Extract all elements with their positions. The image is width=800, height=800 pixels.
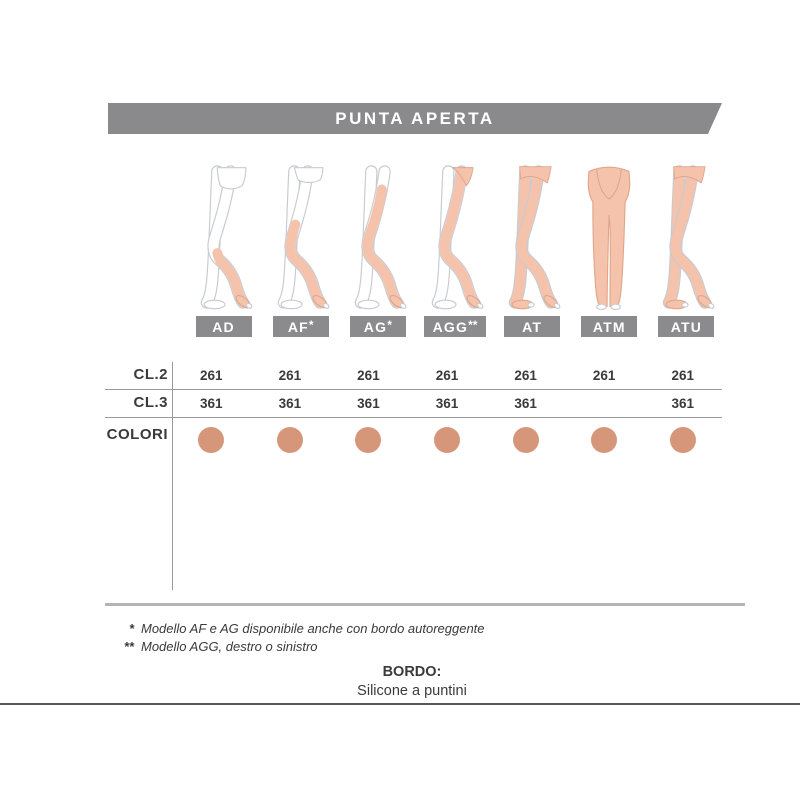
colori-cell-ag [329, 418, 408, 462]
cl2-value-agg: 261 [435, 368, 459, 383]
skin-color-dot [276, 427, 303, 453]
leg-illustration-ad-knee-high [185, 160, 262, 312]
model-label-cell-agg: AGG ** [416, 316, 493, 337]
leg-illustration-atm-maternity [571, 160, 648, 312]
cl3-value-at: 361 [514, 396, 537, 411]
model-label-af: AF * [272, 316, 329, 337]
model-label-cell-atm: ATM [571, 316, 648, 337]
skin-color-dot [512, 427, 539, 453]
model-label-text: ATU [670, 318, 703, 335]
cl2-value-ag: 261 [357, 368, 380, 383]
leg-illustration-ag-thigh-high [339, 160, 416, 312]
model-label-ad: AD [195, 316, 252, 337]
table-vertical-divider [172, 362, 173, 590]
model-label-text: AD [212, 318, 235, 335]
model-label-ag: AG * [349, 316, 406, 337]
cl3-value-ag: 361 [357, 396, 380, 411]
model-label-cell-ad: AD [185, 316, 262, 337]
cl2-value-atm: 261 [592, 368, 616, 383]
model-label-cell-atu: ATU [648, 316, 725, 337]
skin-color-dot [591, 427, 618, 453]
banner-punta-aperta: PUNTA APERTA [108, 103, 722, 134]
model-label-atm: ATM [581, 316, 638, 337]
colori-cell-atu [643, 418, 722, 462]
page-bottom-rule [0, 703, 800, 705]
bordo-note: BORDO: Silicone a puntini [357, 663, 467, 701]
table-bottom-rule [105, 603, 745, 606]
cl3-value-af: 361 [278, 396, 302, 411]
colori-cell-atm [565, 418, 644, 462]
leg-illustration-at-tights [494, 160, 571, 312]
leg-illustration-agg-thigh-with-hip [416, 160, 493, 312]
leg-illustration-atu-tights-side [648, 160, 725, 312]
model-label-text: AF [287, 318, 309, 335]
model-label-text: AGG [432, 318, 469, 335]
footnote-1: * Modello AF e AG disponibile anche con … [100, 620, 485, 638]
bordo-subtitle: Silicone a puntini [357, 683, 467, 699]
footnote-1-text: Modello AF e AG disponibile anche con bo… [141, 621, 485, 636]
colori-cell-at [486, 418, 565, 462]
row-label-colori: COLORI [106, 426, 168, 443]
model-label-cell-at: AT [494, 316, 571, 337]
skin-color-dot [355, 427, 382, 453]
leg-illustration-af-mid-thigh [262, 160, 339, 312]
cl3-value-ad: 361 [200, 396, 223, 411]
footnote-2: ** Modello AGG, destro o sinistro [100, 638, 485, 656]
row-label-cl2: CL.2 [133, 366, 168, 383]
model-label-text: AG [363, 318, 388, 335]
bordo-title: BORDO: [382, 664, 442, 680]
skin-color-dot [434, 427, 461, 453]
cl3-value-atm [565, 390, 644, 417]
row-label-cl3: CL.3 [133, 394, 168, 411]
colori-cell-agg [408, 418, 487, 462]
row-cl2-values: 261 261 261 261 261 261 261 [172, 362, 722, 389]
colori-cell-af [251, 418, 330, 462]
row-cl3-values: 361 361 361 361 361 361 [172, 390, 722, 417]
cl2-value-ad: 261 [200, 368, 223, 383]
skin-color-dot [669, 427, 696, 453]
leg-illustrations-row [185, 160, 725, 312]
model-label-cell-af: AF * [262, 316, 339, 337]
model-label-atu: ATU [658, 316, 715, 337]
model-label-text: AT [522, 318, 543, 335]
model-labels-row: AD AF * AG * AGG ** AT ATM ATU [185, 316, 725, 337]
model-label-cell-ag: AG * [339, 316, 416, 337]
colori-cell-ad [172, 418, 251, 462]
model-label-text: ATM [592, 318, 626, 335]
row-colori-swatches [172, 418, 722, 462]
cl3-value-atu: 361 [671, 396, 695, 411]
skin-color-dot [198, 427, 225, 453]
model-label-at: AT [504, 316, 561, 337]
cl3-value-agg: 361 [435, 396, 459, 411]
cl2-value-af: 261 [278, 368, 302, 383]
cl2-value-at: 261 [514, 368, 537, 383]
cl2-value-atu: 261 [671, 368, 695, 383]
row-divider [105, 417, 722, 418]
row-divider [105, 389, 722, 390]
banner-title: PUNTA APERTA [335, 108, 495, 128]
model-label-agg: AGG ** [423, 316, 487, 337]
footnote-1-marker: * [128, 621, 134, 636]
footnotes: * Modello AF e AG disponibile anche con … [100, 620, 485, 656]
footnote-2-marker: ** [123, 639, 134, 654]
footnote-2-text: Modello AGG, destro o sinistro [141, 639, 318, 654]
